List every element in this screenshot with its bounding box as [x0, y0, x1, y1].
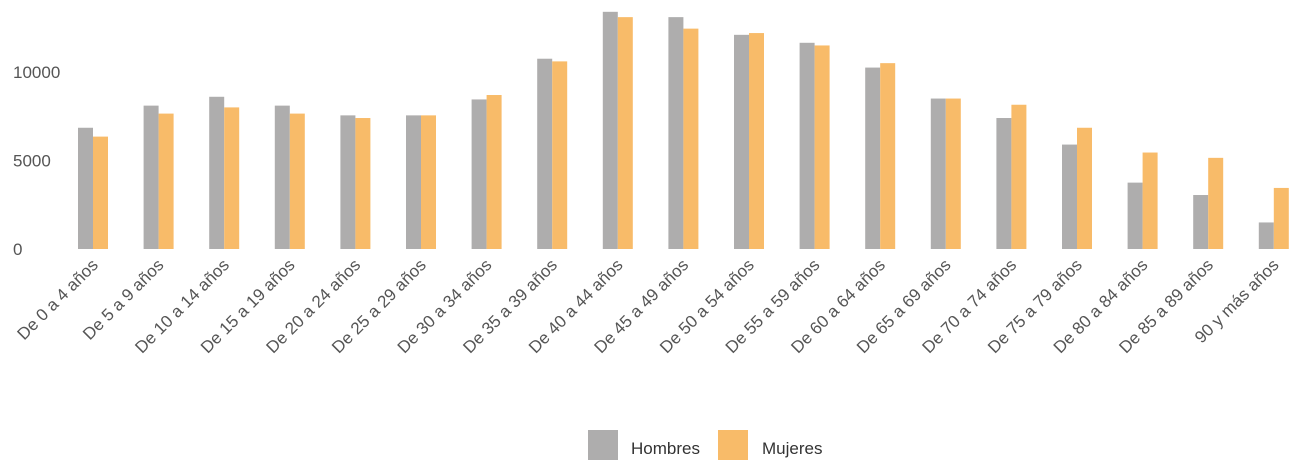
- bar-hombres: [274, 105, 290, 249]
- bar-hombres: [406, 115, 421, 250]
- legend: Hombres Mujeres: [588, 430, 822, 460]
- bars: [78, 11, 1289, 250]
- bar-mujeres: [93, 136, 108, 249]
- bar-hombres: [734, 34, 749, 249]
- bar-hombres: [1193, 195, 1209, 249]
- bar-hombres: [930, 98, 946, 249]
- bar-mujeres: [289, 113, 305, 249]
- bar-hombres: [471, 99, 487, 249]
- bar-hombres: [996, 118, 1012, 250]
- bar-mujeres: [814, 45, 830, 250]
- bar-mujeres: [224, 107, 240, 250]
- bar-mujeres: [683, 28, 699, 250]
- bar-mujeres: [1077, 127, 1092, 249]
- bar-hombres: [602, 11, 618, 249]
- bar-mujeres: [355, 118, 371, 250]
- bar-hombres: [668, 17, 684, 249]
- bar-hombres: [1062, 144, 1077, 249]
- bar-mujeres: [1011, 104, 1027, 250]
- y-tick-label: 10000: [13, 63, 60, 82]
- y-tick-label: 5000: [13, 152, 51, 171]
- legend-label-mujeres: Mujeres: [762, 439, 822, 458]
- bar-mujeres: [158, 113, 174, 249]
- bar-mujeres: [1208, 157, 1224, 249]
- bar-mujeres: [749, 33, 764, 250]
- bar-mujeres: [486, 95, 502, 249]
- bar-hombres: [340, 115, 356, 250]
- bar-hombres: [1258, 222, 1274, 249]
- bar-hombres: [209, 96, 225, 249]
- bar-mujeres: [552, 61, 568, 249]
- y-tick-label: 0: [13, 240, 22, 259]
- legend-swatch-hombres: [588, 430, 618, 460]
- y-axis: 0 5000 10000: [13, 63, 60, 259]
- legend-swatch-mujeres: [718, 430, 748, 460]
- bar-mujeres: [945, 98, 961, 249]
- bar-mujeres: [1142, 152, 1158, 249]
- bar-mujeres: [1273, 187, 1289, 249]
- bar-hombres: [865, 67, 881, 249]
- bar-hombres: [78, 127, 93, 249]
- bar-hombres: [1127, 182, 1143, 249]
- bar-hombres: [537, 58, 553, 249]
- bar-mujeres: [421, 115, 436, 250]
- legend-label-hombres: Hombres: [631, 439, 700, 458]
- bar-mujeres: [617, 17, 633, 249]
- bar-hombres: [143, 105, 159, 249]
- bar-hombres: [799, 42, 815, 249]
- bar-mujeres: [880, 63, 896, 250]
